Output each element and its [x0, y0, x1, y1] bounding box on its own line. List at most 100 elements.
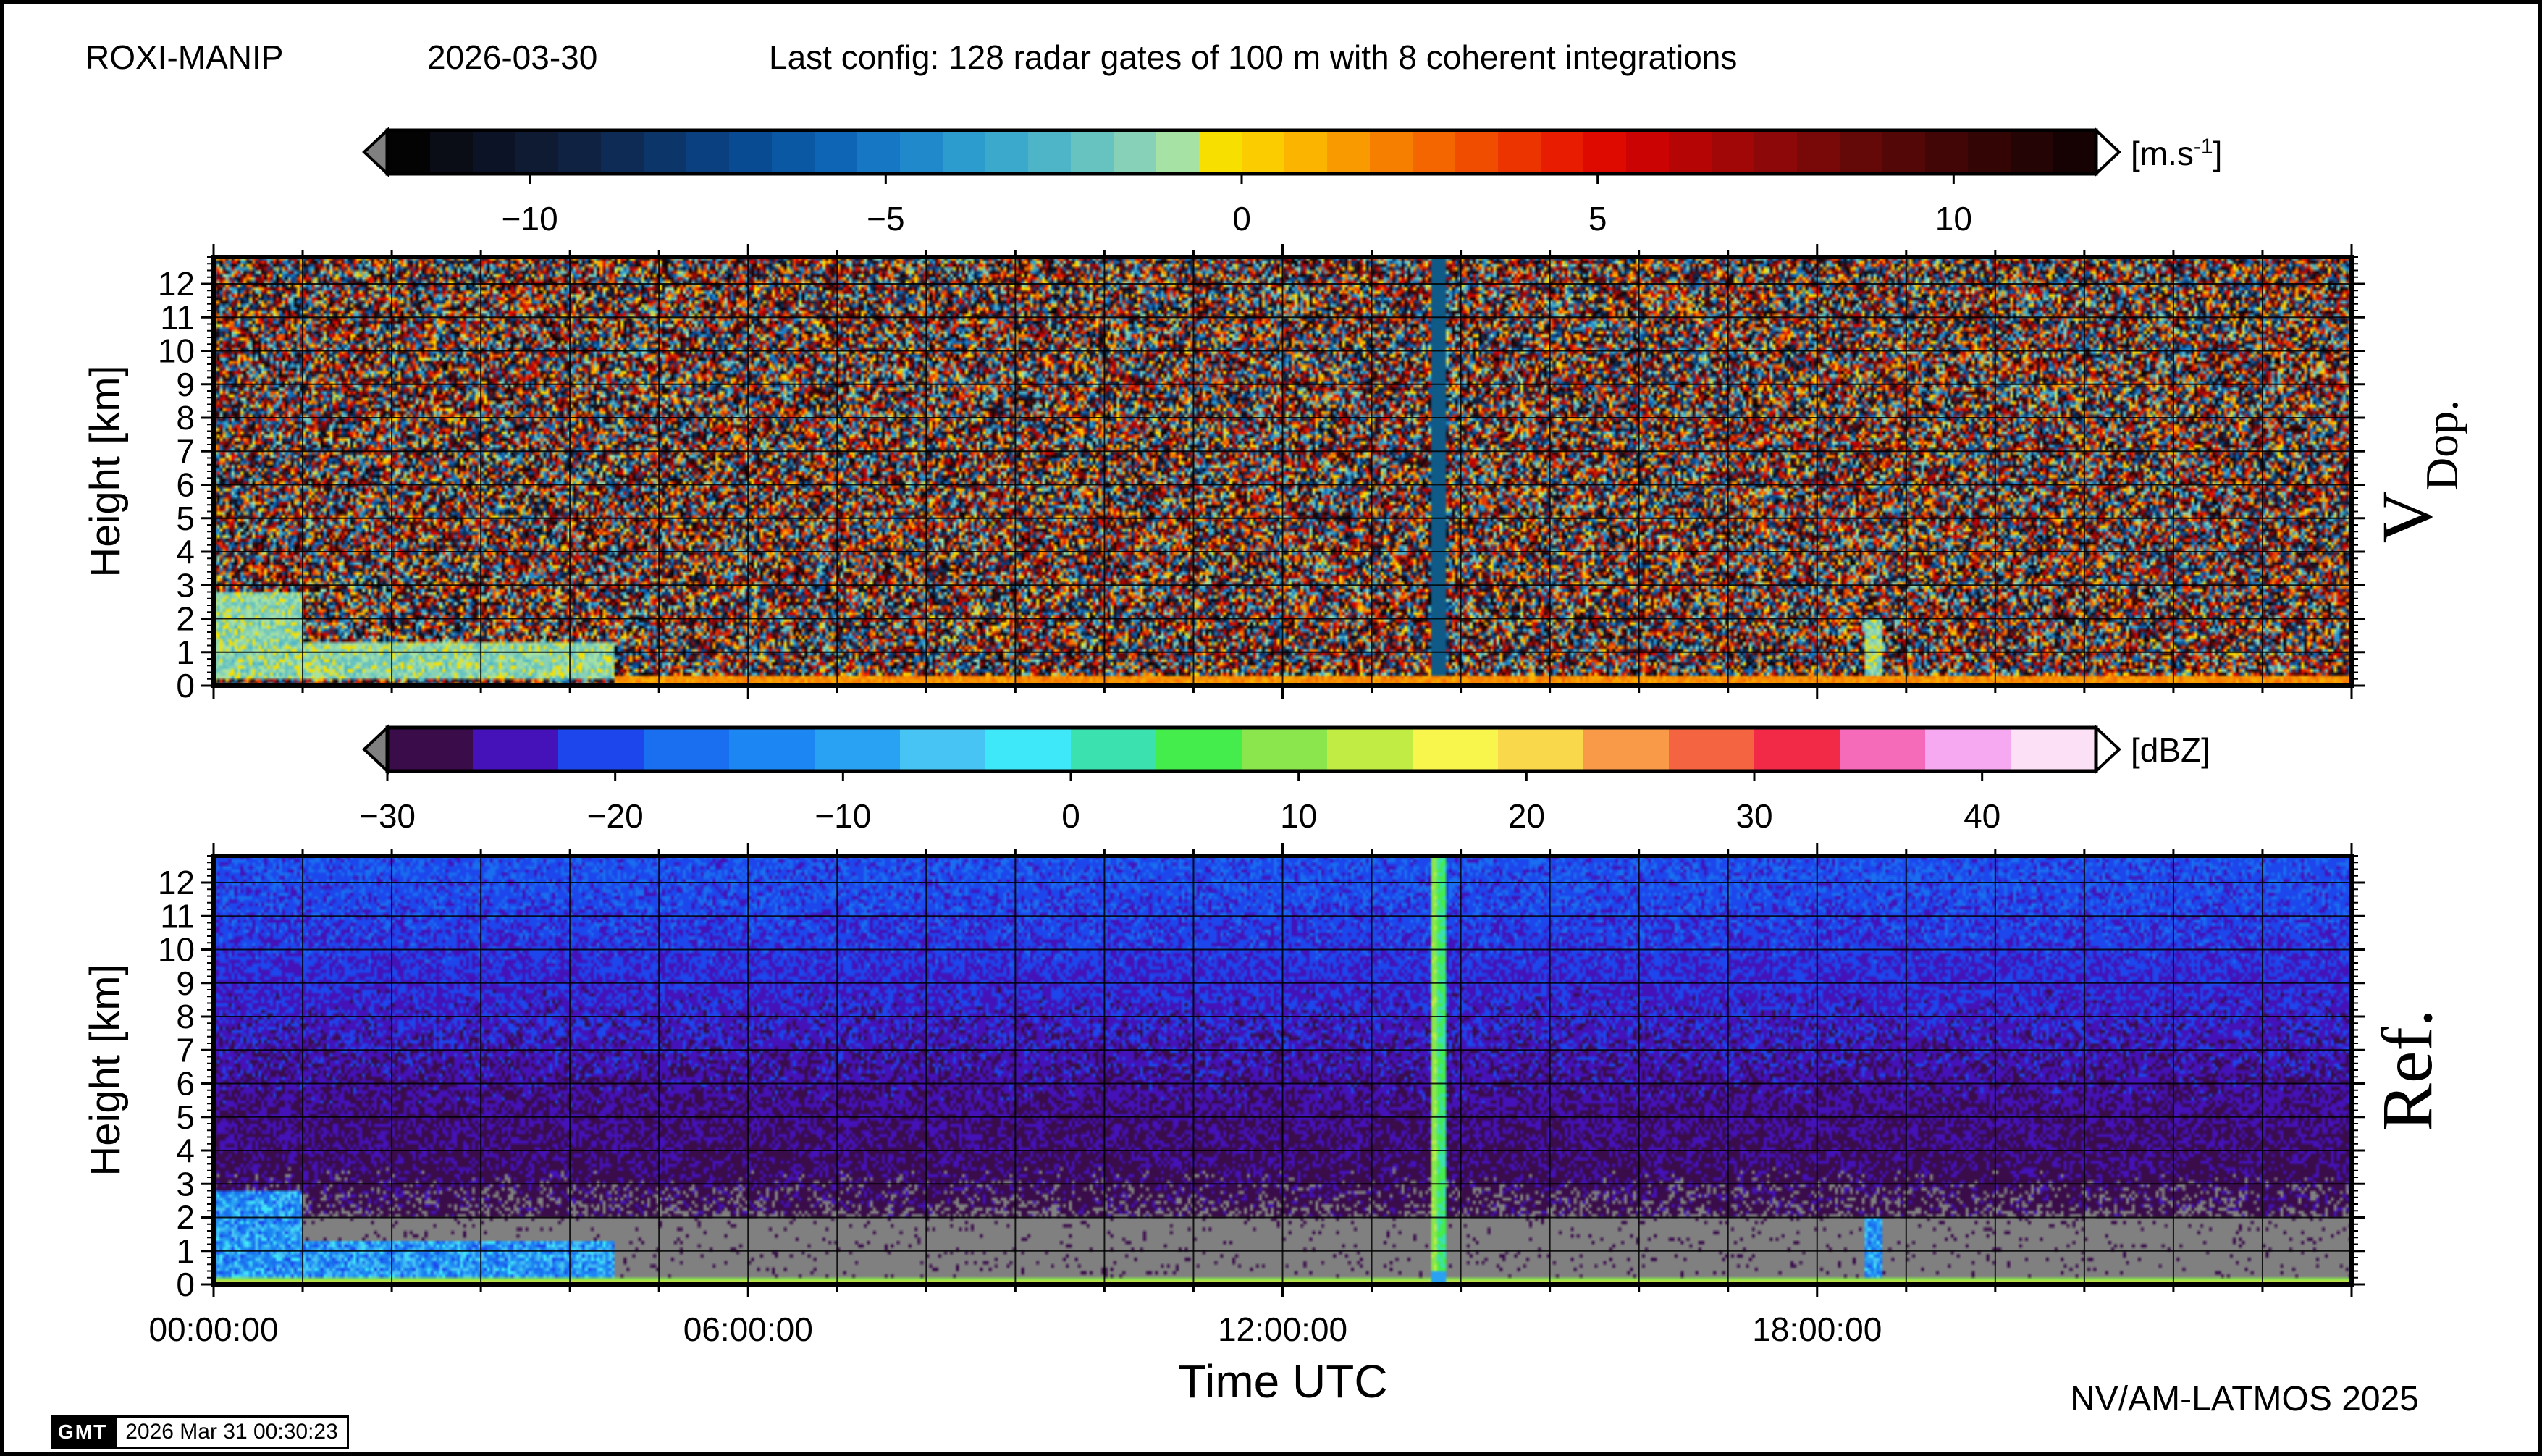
colorbar-swatch [1413, 728, 1499, 771]
colorbar-swatch [387, 728, 474, 771]
colorbar-swatch [1882, 130, 1926, 174]
colorbar-swatch [729, 130, 773, 174]
colorbar-swatch [1669, 728, 1755, 771]
colorbar-swatch [1797, 130, 1840, 174]
reflectivity-grid [214, 856, 2352, 1284]
velocity-unit: [m.s-1] [2131, 135, 2222, 173]
y-tick-label: 1 [176, 634, 195, 671]
y-tick-label: 5 [176, 500, 195, 537]
colorbar-tick-label: −30 [359, 797, 416, 835]
colorbar-swatch [1669, 130, 1712, 174]
colorbar-swatch [729, 728, 815, 771]
colorbar-tick-label: −10 [502, 200, 558, 237]
y-tick-label: 1 [176, 1232, 195, 1270]
y-tick-label: 4 [176, 1132, 195, 1169]
y-tick-label: 10 [158, 931, 195, 969]
colorbar-swatch [430, 130, 474, 174]
y-tick-label: 2 [176, 1199, 195, 1237]
reflectivity-panel-label: Ref. [2367, 1009, 2447, 1131]
config-label: Last config: 128 radar gates of 100 m wi… [769, 38, 1738, 76]
colorbar-swatch [1925, 130, 1969, 174]
x-tick-label: 12:00:00 [1218, 1310, 1347, 1348]
velocity-colorbar [362, 127, 2121, 177]
colorbar-swatch [1498, 130, 1541, 174]
colorbar-swatch [1541, 130, 1584, 174]
colorbar-swatch [1071, 130, 1114, 174]
colorbar-swatch [558, 728, 644, 771]
y-tick-label: 10 [158, 332, 195, 370]
colorbar-swatch [1242, 130, 1285, 174]
y-tick-label: 6 [176, 466, 195, 504]
colorbar-swatch [2011, 728, 2097, 771]
colorbar-swatch [1413, 130, 1456, 174]
colorbar-swatch [387, 130, 431, 174]
time-xlabel: Time UTC [1178, 1355, 1387, 1407]
y-tick-label: 6 [176, 1065, 195, 1103]
reflectivity-unit: [dBZ] [2131, 731, 2210, 769]
y-tick-label: 8 [176, 998, 195, 1035]
colorbar-swatch [1840, 130, 1883, 174]
colorbar-swatch [1712, 130, 1755, 174]
colorbar-swatch [1156, 728, 1242, 771]
colorbar-swatch [1028, 130, 1072, 174]
site-name: ROXI-MANIP [85, 38, 284, 76]
colorbar-swatch [1498, 728, 1584, 771]
x-tick-label: 00:00:00 [148, 1310, 278, 1348]
colorbar-swatch [1156, 130, 1200, 174]
colorbar-swatch [1284, 130, 1328, 174]
colorbar-upper-triangle [2095, 127, 2121, 177]
colorbar-tick-label: 10 [1280, 797, 1317, 835]
colorbar-frame [385, 725, 2098, 773]
colorbar-swatch [1754, 728, 1840, 771]
colorbar-swatch [473, 130, 516, 174]
y-tick-label: 8 [176, 399, 195, 437]
gmt-logo: GMT [51, 1415, 115, 1449]
colorbar-swatch [2011, 130, 2054, 174]
y-tick-label: 9 [176, 366, 195, 403]
y-tick-label: 12 [158, 864, 195, 901]
colorbar-lower-triangle [362, 127, 389, 177]
colorbar-swatch [1626, 130, 1670, 174]
reflectivity-ylabel: Height [km] [82, 964, 129, 1176]
x-tick-label: 06:00:00 [683, 1310, 813, 1348]
colorbar-swatch [985, 130, 1029, 174]
colorbar-swatch [815, 130, 858, 174]
colorbar-swatch [1754, 130, 1798, 174]
colorbar-swatch [1583, 130, 1627, 174]
colorbar-swatch [857, 130, 901, 174]
colorbar-swatch [515, 130, 559, 174]
colorbar-swatch [1968, 130, 2011, 174]
colorbar-swatch [2053, 130, 2097, 174]
y-tick-label: 0 [176, 1266, 195, 1303]
velocity-colorbar-ticks: −10 −5 0 5 10 [502, 174, 1972, 237]
colorbar-tick-label: 10 [1935, 200, 1972, 237]
colorbar-swatch [1455, 130, 1499, 174]
y-tick-label: 7 [176, 1031, 195, 1069]
colorbar-swatch [473, 728, 559, 771]
colorbar-swatch [1071, 728, 1157, 771]
colorbar-swatch [1199, 130, 1242, 174]
colorbar-swatch [1242, 728, 1328, 771]
y-tick-label: 5 [176, 1098, 195, 1136]
colorbar-swatch [985, 728, 1072, 771]
y-tick-label: 7 [176, 432, 195, 470]
velocity-grid [214, 257, 2352, 686]
colorbar-swatch [558, 130, 602, 174]
colorbar-swatch [1925, 728, 2011, 771]
colorbar-swatch [900, 130, 943, 174]
colorbar-swatch [900, 728, 986, 771]
colorbar-swatch [772, 130, 815, 174]
colorbar-tick-label: 0 [1061, 797, 1080, 835]
colorbar-tick-label: −5 [867, 200, 904, 237]
colorbar-tick-label: 30 [1735, 797, 1772, 835]
colorbar-tick-label: 0 [1232, 200, 1251, 237]
colorbar-swatch [601, 130, 644, 174]
colorbar-swatch [1114, 130, 1157, 174]
colorbar-swatch [644, 728, 730, 771]
velocity-ylabel: Height [km] [82, 365, 129, 577]
